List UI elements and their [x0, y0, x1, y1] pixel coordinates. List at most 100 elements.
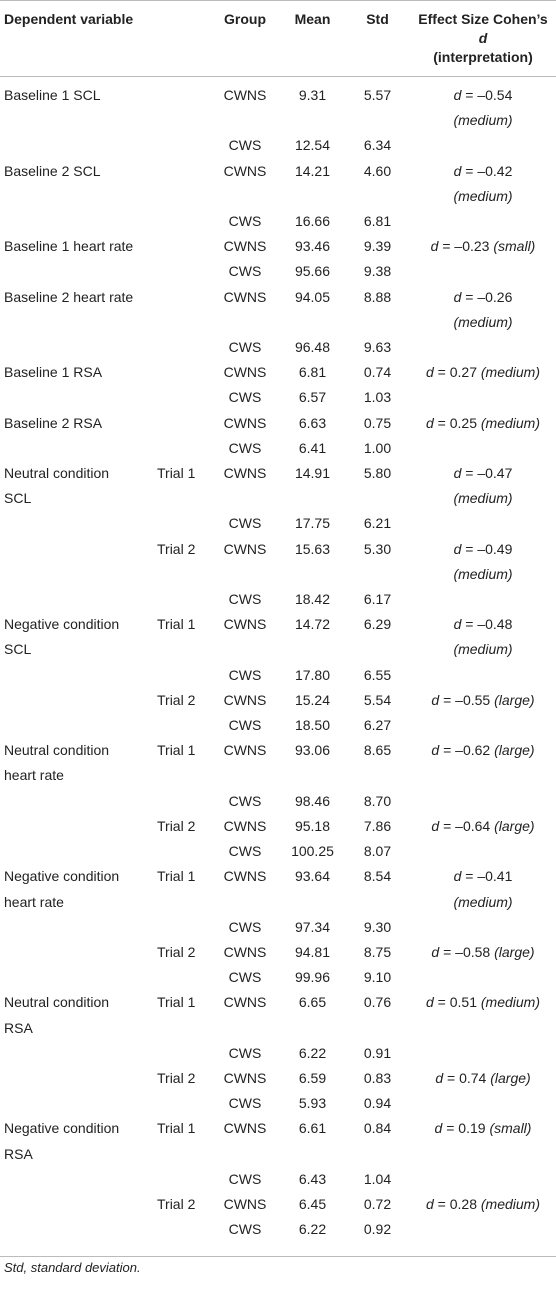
- std-cell: 6.55: [345, 663, 410, 688]
- std-cell: 0.94: [345, 1091, 410, 1116]
- variable-cell: [0, 839, 150, 864]
- group-cell: CWS: [210, 209, 280, 234]
- header-cell: Std: [345, 0, 410, 77]
- std-cell: 5.30: [345, 537, 410, 587]
- std: 0.74: [363, 364, 392, 381]
- std-cell: 6.17: [345, 587, 410, 612]
- variable-cell: [0, 1217, 150, 1257]
- trial-cell: [150, 1217, 210, 1257]
- row: Baseline 1 heart rate CWNS 93.46 9.39 d = –0…: [0, 234, 556, 259]
- group-cell: CWS: [210, 663, 280, 688]
- mean-cell: 14.21: [280, 159, 345, 209]
- row: CWS 6.57 1.03: [0, 385, 556, 410]
- variable-cell: Negative condition heart rate: [0, 864, 150, 914]
- trial-cell: [150, 234, 210, 259]
- effect-symbol: d: [425, 414, 434, 431]
- variable: Baseline 2 SCL: [4, 162, 101, 179]
- header-cell: Group: [210, 0, 280, 77]
- mean-cell: 6.65: [280, 990, 345, 1040]
- trial-cell: [150, 1167, 210, 1192]
- mean-cell: 9.31: [280, 77, 345, 134]
- trial-cell: Trial 2: [150, 537, 210, 587]
- row: Neutral condition SCL Trial 1 CWNS 14.91 5.8…: [0, 461, 556, 511]
- variable-cell: [0, 688, 150, 713]
- trial-cell: [150, 839, 210, 864]
- mean-cell: 6.61: [280, 1116, 345, 1166]
- effect-interp: (medium): [453, 187, 513, 204]
- group: CWNS: [223, 1195, 267, 1212]
- effect-cell: [410, 436, 556, 461]
- group-cell: CWS: [210, 587, 280, 612]
- mean: 17.75: [294, 515, 331, 532]
- std: 0.76: [363, 994, 392, 1011]
- row: Baseline 2 SCL CWNS 14.21 4.60 d = –0.42 (me…: [0, 159, 556, 209]
- variable-cell: [0, 209, 150, 234]
- group-cell: CWS: [210, 965, 280, 990]
- group: CWNS: [223, 162, 267, 179]
- std-cell: 8.07: [345, 839, 410, 864]
- mean-cell: 100.25: [280, 839, 345, 864]
- effect-cell: [410, 511, 556, 536]
- group-cell: CWS: [210, 1217, 280, 1257]
- mean: 6.61: [298, 1120, 327, 1137]
- group: CWNS: [223, 238, 267, 255]
- mean: 14.91: [294, 465, 331, 482]
- effect-symbol: d: [435, 1069, 444, 1086]
- mean: 6.41: [298, 439, 327, 456]
- group-cell: CWS: [210, 1091, 280, 1116]
- std: 9.38: [363, 263, 392, 280]
- group: CWS: [228, 515, 262, 532]
- std-cell: 9.10: [345, 965, 410, 990]
- effect-interp: (medium): [480, 364, 541, 381]
- row: CWS 6.41 1.00: [0, 436, 556, 461]
- std: 1.04: [363, 1170, 392, 1187]
- std-cell: 0.75: [345, 411, 410, 436]
- effect-cell: d = –0.23 (small): [410, 234, 556, 259]
- std-cell: 8.70: [345, 789, 410, 814]
- effect-value: = –0.62: [443, 742, 491, 759]
- variable: Neutral condition SCL: [4, 465, 110, 507]
- group: CWS: [228, 137, 262, 154]
- group: CWNS: [223, 465, 267, 482]
- variable-cell: [0, 133, 150, 158]
- effect-value: = 0.27: [437, 364, 477, 381]
- trial: Trial 1: [157, 1120, 196, 1137]
- group: CWS: [228, 969, 262, 986]
- row: Neutral condition RSA Trial 1 CWNS 6.65 0.76…: [0, 990, 556, 1040]
- variable-cell: [0, 436, 150, 461]
- trial: Trial 1: [157, 742, 196, 759]
- group-cell: CWS: [210, 511, 280, 536]
- row: Trial 2 CWNS 6.59 0.83 d = 0.74 (large): [0, 1066, 556, 1091]
- group-cell: CWNS: [210, 77, 280, 134]
- variable-cell: [0, 1066, 150, 1091]
- row: Trial 2 CWNS 95.18 7.86 d = –0.64 (large): [0, 814, 556, 839]
- mean: 15.63: [294, 540, 331, 557]
- row: CWS 17.80 6.55: [0, 663, 556, 688]
- row: CWS 6.22 0.92: [0, 1217, 556, 1257]
- std-cell: 9.30: [345, 915, 410, 940]
- mean: 18.50: [294, 717, 331, 734]
- effect-value: = –0.26: [465, 288, 513, 305]
- effect-symbol: d: [425, 1195, 434, 1212]
- group: CWS: [228, 339, 262, 356]
- effect-cell: d = 0.27 (medium): [410, 360, 556, 385]
- effect-cell: d = –0.54 (medium): [410, 77, 556, 134]
- effect-symbol: d: [425, 364, 434, 381]
- effect-interp: (medium): [453, 565, 513, 582]
- std: 6.27: [363, 717, 392, 734]
- effect-interp: (medium): [453, 490, 513, 507]
- mean: 93.46: [294, 238, 331, 255]
- footnote: Std, standard deviation.: [4, 1260, 141, 1276]
- mean-cell: 95.66: [280, 259, 345, 284]
- group: CWS: [228, 918, 262, 935]
- mean: 6.81: [298, 364, 327, 381]
- effect-interp: (medium): [453, 641, 513, 658]
- trial-cell: [150, 285, 210, 335]
- group: CWS: [228, 792, 262, 809]
- row: Negative condition SCL Trial 1 CWNS 14.72 6.…: [0, 612, 556, 662]
- mean: 12.54: [294, 137, 331, 154]
- group: CWS: [228, 843, 262, 860]
- std: 9.63: [363, 339, 392, 356]
- group: CWS: [228, 717, 262, 734]
